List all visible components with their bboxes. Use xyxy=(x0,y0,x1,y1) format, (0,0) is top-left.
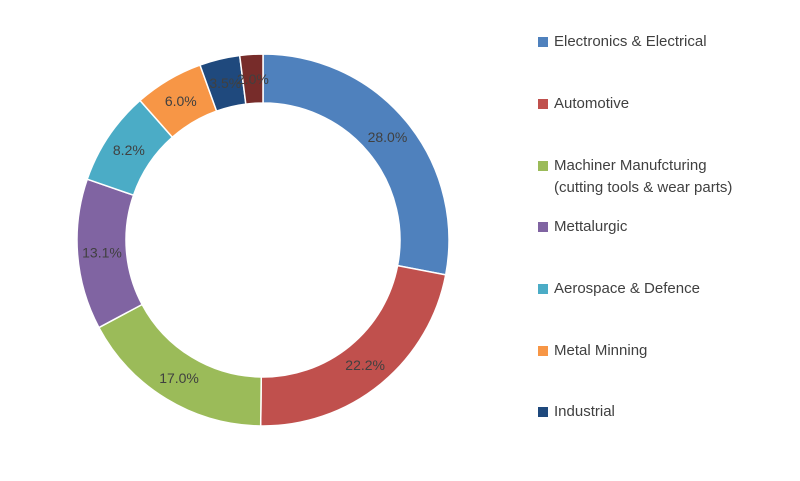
data-label-8: 2.0% xyxy=(237,71,269,87)
data-label-5: 8.2% xyxy=(113,142,145,158)
legend-swatch xyxy=(538,161,548,171)
data-label-4: 13.1% xyxy=(82,245,122,261)
data-labels: 28.0% 22.2% 17.0% 13.1% 8.2% 6.0% 3.5%2.0% xyxy=(82,71,407,386)
legend-label: Machiner Manufcturing (cutting tools & w… xyxy=(554,157,733,196)
slice-8 xyxy=(238,53,264,105)
donut-plot: 28.0% 22.2% 17.0% 13.1% 8.2% 6.0% 3.5%2.0% xyxy=(76,53,450,427)
legend: Electronics & Electrical Automotive Machin… xyxy=(538,0,800,481)
slice-3 xyxy=(97,303,263,427)
data-label-7: 3.5% xyxy=(209,75,241,91)
data-label-3: 17.0% xyxy=(159,370,199,386)
legend-label: Mettalurgic xyxy=(554,218,628,235)
legend-label: Automotive xyxy=(554,95,630,112)
slice-2 xyxy=(259,264,447,427)
legend-label: Aerospace & Defence xyxy=(554,280,700,297)
legend-item: Automotive xyxy=(538,93,629,115)
legend-swatch xyxy=(538,222,548,232)
legend-item: Aerospace & Defence xyxy=(538,278,700,300)
legend-swatch xyxy=(538,99,548,109)
data-label-6: 6.0% xyxy=(165,93,197,109)
legend-item: Mettalurgic xyxy=(538,216,627,238)
slices xyxy=(76,53,450,427)
legend-item: Metal Minning xyxy=(538,340,647,362)
legend-swatch xyxy=(538,407,548,417)
legend-swatch xyxy=(538,37,548,47)
legend-item: Electronics & Electrical xyxy=(538,31,707,53)
slice-1 xyxy=(262,53,450,276)
legend-item: Industrial xyxy=(538,401,615,423)
legend-label: Industrial xyxy=(554,403,615,420)
legend-label: Electronics & Electrical xyxy=(554,33,707,50)
data-label-1: 28.0% xyxy=(368,129,408,145)
legend-label: Metal Minning xyxy=(554,342,648,359)
legend-swatch xyxy=(538,284,548,294)
data-label-2: 22.2% xyxy=(345,357,385,373)
legend-swatch xyxy=(538,346,548,356)
legend-item: Machiner Manufcturing (cutting tools & w… xyxy=(538,155,732,199)
